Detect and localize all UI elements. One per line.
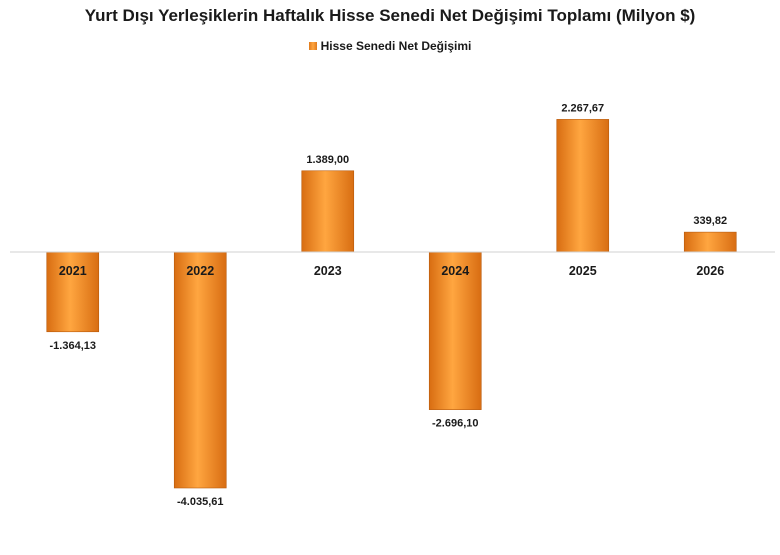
bar-2023 xyxy=(301,170,355,253)
data-label-2021: -1.364,13 xyxy=(50,340,96,352)
bar-2026 xyxy=(683,231,737,253)
chart-legend: Hisse Senedi Net Değişimi xyxy=(0,39,780,53)
tick-label-2021: 2021 xyxy=(59,264,87,278)
tick-label-2023: 2023 xyxy=(314,264,342,278)
data-label-2024: -2.696,10 xyxy=(432,418,478,430)
bar-2024 xyxy=(428,251,482,410)
chart-title: Yurt Dışı Yerleşiklerin Haftalık Hisse S… xyxy=(84,6,696,25)
bar-2025 xyxy=(556,119,610,253)
tick-label-2022: 2022 xyxy=(186,264,214,278)
tick-label-2024: 2024 xyxy=(441,264,469,278)
data-label-2025: 2.267,67 xyxy=(561,102,604,114)
data-label-2026: 339,82 xyxy=(693,215,727,227)
tick-label-2025: 2025 xyxy=(569,264,597,278)
tick-label-2026: 2026 xyxy=(696,264,724,278)
bar-2021 xyxy=(46,251,100,333)
data-label-2023: 1.389,00 xyxy=(306,154,349,166)
legend-swatch xyxy=(308,41,317,50)
data-label-2022: -4.035,61 xyxy=(177,496,223,508)
bar-2022 xyxy=(173,251,227,489)
legend-label: Hisse Senedi Net Değişimi xyxy=(320,39,472,53)
